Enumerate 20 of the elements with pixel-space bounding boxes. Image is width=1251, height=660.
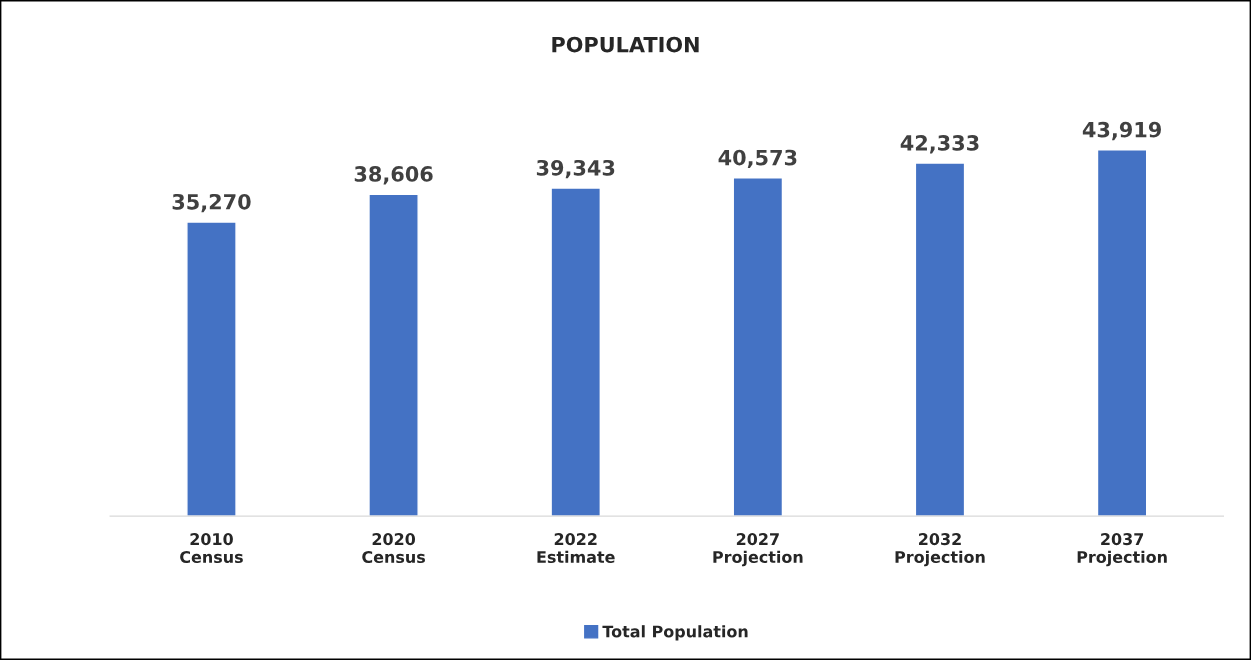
- bar: [1096, 149, 1148, 517]
- bar: [186, 221, 237, 517]
- x-tick-label: 2020 Census: [362, 533, 425, 564]
- data-label: 42,333: [900, 134, 979, 154]
- x-tick-label: 2027 Projection: [713, 533, 803, 567]
- chart-title: POPULATION: [552, 36, 699, 53]
- bar: [368, 193, 419, 517]
- x-tick-label: 2032 Projection: [895, 533, 985, 567]
- bar: [550, 187, 602, 517]
- bar: [732, 177, 784, 517]
- x-tick-label: 2022 Estimate: [537, 533, 615, 564]
- legend-label: Total Population: [602, 625, 748, 641]
- data-label: 35,270: [172, 193, 251, 213]
- data-label: 38,606: [354, 166, 433, 185]
- bar: [914, 162, 966, 517]
- data-label: 43,919: [1082, 121, 1161, 141]
- data-label: 39,343: [536, 159, 615, 179]
- x-tick-label: 2037 Projection: [1077, 533, 1167, 567]
- data-label: 40,573: [718, 149, 797, 169]
- x-tick-label: 2010 Census: [180, 533, 243, 564]
